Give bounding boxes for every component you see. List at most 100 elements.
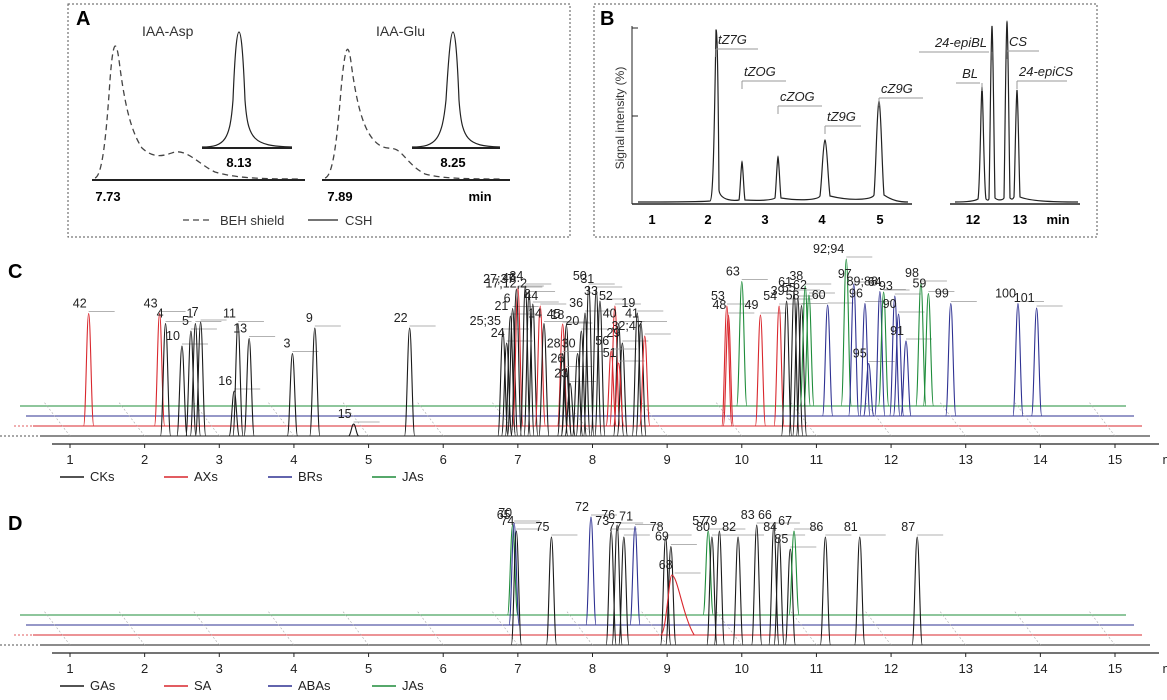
depth-gridline [939, 401, 966, 437]
panel-a-tick-1: 7.73 [95, 189, 120, 204]
peak-label: 32;47 [611, 319, 642, 333]
peak-trace [803, 294, 815, 407]
peak-label: 39 [771, 284, 785, 298]
panel-b-peak-label: tZ9G [827, 109, 856, 124]
peak-trace [556, 352, 569, 437]
peak-label: 34 [509, 269, 523, 283]
peak-trace [840, 258, 852, 407]
peak-label: 70 [498, 506, 512, 520]
x-tick-label: 6 [440, 452, 447, 467]
peak-label: 73 [595, 514, 609, 528]
peak-label: 96 [849, 287, 863, 301]
peak-label: 3 [283, 337, 290, 351]
peak-label: 18 [550, 308, 564, 322]
peak-trace [545, 536, 558, 646]
peak-trace [232, 322, 244, 437]
peak-trace [159, 322, 172, 437]
peak-trace [609, 305, 621, 427]
peak-trace [922, 292, 935, 407]
depth-gridline [566, 610, 593, 646]
panel-b-peak-label: tZ7G [718, 32, 747, 47]
peak-label: 83 [741, 508, 755, 522]
x-tick-label: 7 [514, 452, 521, 467]
peak-label: 57 [692, 514, 706, 528]
peak-trace [497, 330, 509, 437]
peak-label: 65 [497, 508, 511, 522]
panel-a-tick-2: 8.13 [226, 155, 251, 170]
depth-gridline [715, 401, 743, 437]
depth-gridline [1088, 610, 1116, 646]
peak-trace [286, 352, 299, 437]
depth-gridline [416, 610, 444, 646]
peak-label: 93 [879, 279, 893, 293]
peak-label: 80 [696, 520, 710, 534]
peak-trace [508, 522, 520, 626]
peak-label: 75 [536, 520, 550, 534]
peak-label: 56 [595, 334, 609, 348]
peak-label: 23 [554, 367, 568, 381]
peak-label: 16 [218, 374, 232, 388]
peak-trace [500, 342, 513, 437]
depth-gridline [939, 610, 966, 646]
peak-label: 24 [491, 326, 505, 340]
x-tick-label: 1 [66, 661, 73, 676]
peak-label: 28 [547, 337, 561, 351]
peak-label: 62 [793, 278, 807, 292]
panel-b-peak-label: cZ9G [881, 81, 913, 96]
peak-label: 13 [233, 322, 247, 336]
x-tick-label: 4 [290, 661, 297, 676]
peak-trace [243, 337, 255, 437]
x-tick-label: 4 [290, 452, 297, 467]
x-tick-label: 5 [365, 661, 372, 676]
peak-label: 15 [338, 407, 352, 421]
peak-label: 31 [580, 272, 594, 286]
peak-label: 66 [758, 508, 772, 522]
depth-gridline [491, 610, 519, 646]
panel-b-peak-label: 24-epiBL [934, 35, 987, 50]
peak-label: 69 [655, 530, 669, 544]
peak-trace [616, 342, 629, 437]
depth-gridline [118, 401, 145, 437]
x-tick-label: 7 [514, 661, 521, 676]
peak-trace [854, 536, 866, 646]
panel-b-tick-label: 12 [966, 212, 980, 227]
peak-trace [635, 322, 647, 437]
x-tick-label: 9 [664, 661, 671, 676]
peak-trace [863, 362, 875, 417]
peak-label: 40 [603, 307, 617, 321]
peak-trace [605, 530, 617, 646]
peak-trace [348, 423, 360, 437]
peak-trace [523, 292, 535, 437]
peak-trace [892, 313, 905, 417]
peak-trace [519, 285, 531, 437]
peak-trace [732, 536, 744, 646]
peak-label: 29 [606, 326, 620, 340]
panel-b-tick-label: 13 [1013, 212, 1027, 227]
peak-label: 58 [786, 289, 800, 303]
peak-label: 78 [650, 520, 664, 534]
peak-trace [773, 536, 785, 646]
panel-a-title-1: IAA-Asp [142, 23, 194, 39]
peak-trace [560, 367, 573, 437]
panel-b-xlabel: min [1046, 212, 1069, 227]
peak-trace [900, 340, 912, 417]
depth-gridline [640, 610, 668, 646]
legend-label: JAs [402, 678, 424, 693]
peak-trace [722, 314, 735, 427]
panel-label-d: D [8, 513, 22, 535]
legend-label: ABAs [298, 678, 331, 693]
peak-trace [534, 305, 546, 427]
x-tick-label: 13 [958, 661, 972, 676]
peak-label: 45 [547, 307, 561, 321]
x-axis-label: min [1163, 661, 1167, 676]
peak-trace [228, 390, 240, 437]
x-tick-label: 10 [735, 661, 749, 676]
depth-gridline [193, 401, 220, 437]
peak-label: 54 [763, 289, 777, 303]
depth-gridline [491, 401, 519, 437]
peak-trace [538, 322, 550, 437]
peak-label: 64 [868, 275, 882, 289]
peak-trace [773, 305, 785, 427]
peak-label: 27;37 [483, 272, 514, 286]
depth-gridline [267, 401, 295, 437]
